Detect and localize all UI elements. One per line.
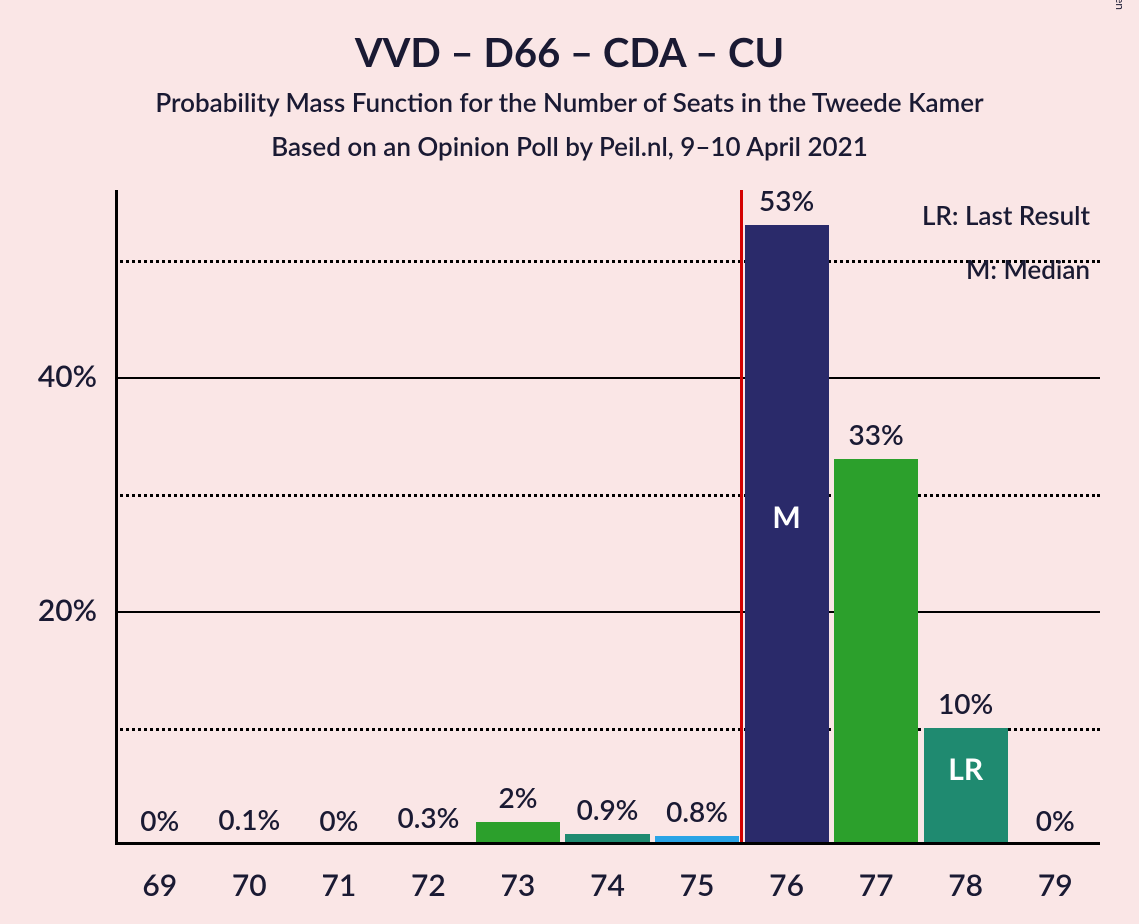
credit-text: © 2021 Filip van Laenen [1113, 0, 1128, 10]
chart-root: VVD – D66 – CDA – CU Probability Mass Fu… [0, 0, 1139, 924]
chart-subtitle-1: Probability Mass Function for the Number… [0, 86, 1139, 118]
xtick-label: 75 [652, 867, 742, 903]
bar [834, 459, 918, 845]
bar-value-label: 0% [294, 803, 384, 837]
gridline-major [115, 611, 1100, 613]
bar-value-label: 2% [473, 780, 563, 814]
xtick-label: 71 [294, 867, 384, 903]
xtick-label: 70 [205, 867, 295, 903]
bar-value-label: 33% [831, 417, 921, 451]
legend-line-m: M: Median [922, 249, 1090, 289]
xtick-label: 69 [115, 867, 205, 903]
xtick-label: 77 [831, 867, 921, 903]
bar-inner-label: LR [924, 751, 1008, 787]
xtick-label: 78 [921, 867, 1011, 903]
bar [745, 225, 829, 845]
xtick-label: 73 [473, 867, 563, 903]
bar-inner-label: M [745, 499, 829, 535]
bar-value-label: 53% [742, 183, 832, 217]
xtick-label: 74 [563, 867, 653, 903]
bar-value-label: 0.8% [652, 794, 742, 828]
gridline-minor [115, 494, 1100, 497]
y-axis [115, 190, 118, 845]
majority-line [740, 190, 743, 845]
xtick-label: 72 [384, 867, 474, 903]
bar-value-label: 10% [921, 686, 1011, 720]
bar-value-label: 0.3% [384, 800, 474, 834]
chart-title: VVD – D66 – CDA – CU [0, 28, 1139, 76]
xtick-label: 76 [742, 867, 832, 903]
chart-subtitle-2: Based on an Opinion Poll by Peil.nl, 9–1… [0, 130, 1139, 162]
legend-line-lr: LR: Last Result [922, 195, 1090, 235]
ytick-label: 40% [7, 358, 97, 394]
xtick-label: 79 [1010, 867, 1100, 903]
legend: LR: Last Result M: Median [922, 195, 1090, 289]
gridline-major [115, 377, 1100, 379]
bar-value-label: 0.1% [205, 802, 295, 836]
ytick-label: 20% [7, 592, 97, 628]
bar-value-label: 0% [1010, 803, 1100, 837]
bar-value-label: 0% [115, 803, 205, 837]
x-axis [115, 842, 1100, 845]
bar-value-label: 0.9% [563, 792, 653, 826]
